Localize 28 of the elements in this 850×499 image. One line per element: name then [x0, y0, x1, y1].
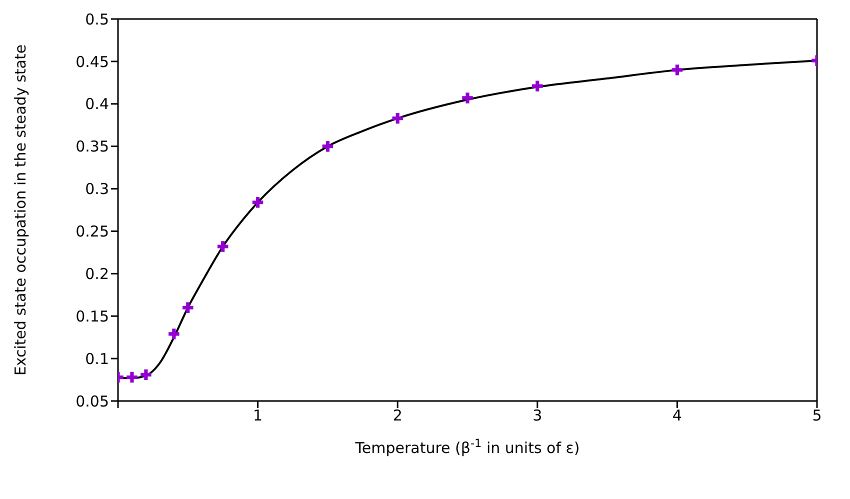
point [392, 112, 403, 124]
y-axis-title: Excited state occupation in the steady state [11, 44, 30, 376]
y-tick-label: 0.4 [85, 95, 109, 114]
point [322, 140, 334, 152]
y-tick-label: 0.3 [85, 180, 109, 198]
y-tick-label: 0.15 [76, 307, 109, 326]
point [217, 241, 228, 252]
point [532, 80, 543, 92]
y-tick-label: 0.45 [76, 52, 109, 71]
x-tick-label: 5 [812, 406, 822, 425]
point [252, 196, 264, 208]
x-tick-label: 1 [253, 406, 263, 425]
x-tick-label: 3 [532, 406, 542, 425]
y-tick-label: 0.35 [76, 138, 109, 156]
point [140, 369, 152, 380]
point [462, 92, 473, 104]
point [168, 328, 180, 340]
x-axis-title: Temperature (β$^{-1}$ in units of ε) [354, 436, 580, 457]
y-tick-label: 0.05 [76, 392, 109, 410]
y-tick-label: 0.25 [76, 222, 109, 241]
y-tick-label: 0.1 [85, 350, 109, 368]
point [126, 372, 138, 383]
y-tick-label: 0.5 [85, 10, 109, 28]
point [672, 64, 683, 76]
y-tick-label: 0.2 [85, 264, 109, 283]
point [182, 302, 194, 313]
x-tick-label: 2 [392, 406, 402, 425]
x-tick-label: 4 [672, 406, 682, 425]
